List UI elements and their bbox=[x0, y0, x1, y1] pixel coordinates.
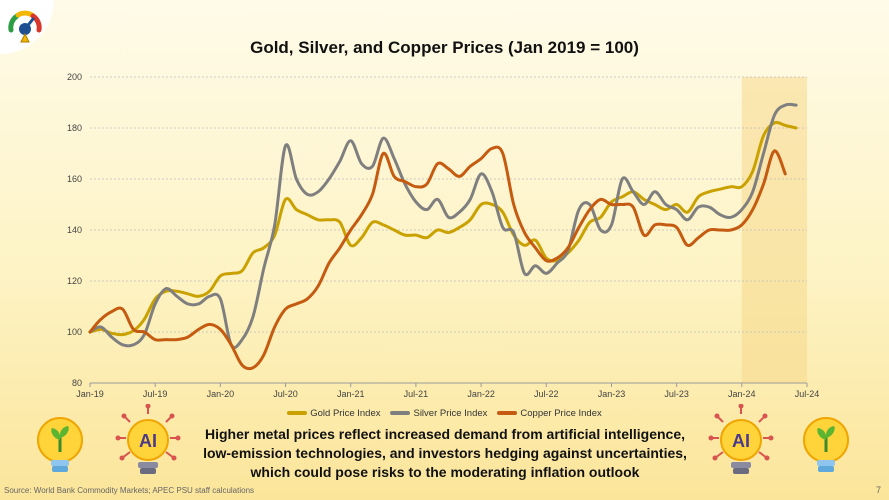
series-copper-line bbox=[88, 145, 787, 371]
ai-label-left: AI bbox=[139, 431, 157, 451]
key-message-line-2: low-emission technologies, and investors… bbox=[203, 445, 687, 461]
x-tick-label: Jul-19 bbox=[143, 389, 168, 399]
key-message-line-3: which could pose risks to the moderating… bbox=[250, 464, 640, 480]
y-tick-label: 180 bbox=[67, 123, 82, 133]
page-number: 7 bbox=[875, 485, 881, 495]
y-tick-label: 100 bbox=[67, 327, 82, 337]
x-tick-label: Jul-22 bbox=[534, 389, 559, 399]
x-tick-label: Jan-21 bbox=[337, 389, 365, 399]
key-message-line-1: Higher metal prices reflect increased de… bbox=[204, 426, 686, 442]
x-tick-label: Jan-19 bbox=[76, 389, 104, 399]
ai-lightbulb-icon: AI bbox=[115, 404, 181, 474]
y-tick-label: 120 bbox=[67, 276, 82, 286]
key-message: Higher metal prices reflect increased de… bbox=[195, 425, 695, 482]
x-tick-label: Jul-24 bbox=[795, 389, 820, 399]
y-tick-label: 200 bbox=[67, 72, 82, 82]
x-tick-label: Jul-23 bbox=[664, 389, 689, 399]
legend-silver-label: Silver Price Index bbox=[413, 407, 488, 419]
legend-gold-swatch bbox=[287, 411, 308, 415]
sprout-lightbulb-icon bbox=[37, 417, 83, 472]
ai-label-right: AI bbox=[732, 431, 750, 451]
y-tick-label: 80 bbox=[72, 378, 82, 388]
line-chart: 80 100 120 140 160 180 200 Jan-19 Jul-19 Jan-20 Ju… bbox=[67, 72, 820, 399]
x-tick-label: Jul-21 bbox=[404, 389, 429, 399]
legend-gold-label: Gold Price Index bbox=[310, 407, 381, 419]
x-tick-label: Jul-20 bbox=[273, 389, 298, 399]
ai-lightbulb-icon-right: AI bbox=[708, 404, 774, 474]
legend-copper-swatch bbox=[497, 411, 518, 415]
legend-copper-label: Copper Price Index bbox=[520, 407, 602, 419]
legend-gold: Gold Price Index bbox=[287, 406, 380, 420]
gauge-logo-icon bbox=[8, 10, 42, 43]
legend-copper: Copper Price Index bbox=[497, 406, 602, 420]
x-tick-label: Jan-24 bbox=[728, 389, 756, 399]
sprout-lightbulb-icon-right bbox=[803, 417, 849, 472]
x-tick-label: Jan-23 bbox=[598, 389, 626, 399]
x-tick-label: Jan-20 bbox=[207, 389, 235, 399]
legend-silver: Silver Price Index bbox=[390, 406, 487, 420]
chart-legend: Gold Price Index Silver Price Index Copp… bbox=[0, 406, 889, 420]
corner-logo bbox=[0, 0, 54, 54]
source-note: Source: World Bank Commodity Markets; AP… bbox=[4, 486, 255, 495]
y-tick-label: 160 bbox=[67, 174, 82, 184]
x-tick-label: Jan-22 bbox=[467, 389, 495, 399]
series-silver-line bbox=[88, 102, 798, 350]
chart-title: Gold, Silver, and Copper Prices (Jan 201… bbox=[250, 38, 639, 57]
y-tick-label: 140 bbox=[67, 225, 82, 235]
legend-silver-swatch bbox=[390, 411, 411, 415]
series-gold-line bbox=[88, 120, 798, 337]
